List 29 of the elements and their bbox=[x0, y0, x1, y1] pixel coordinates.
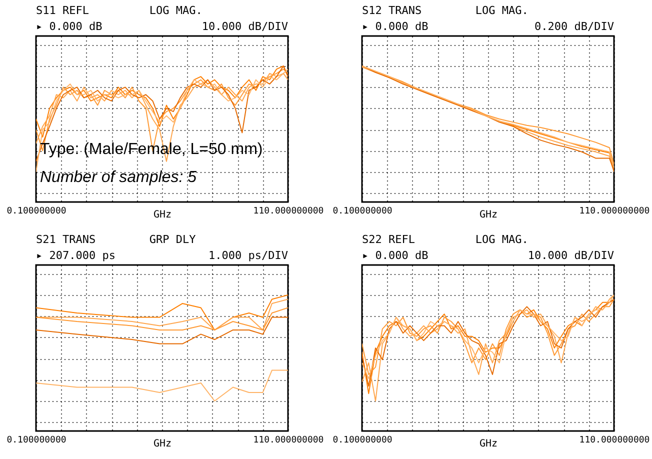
chart-subtitle: LOG MAG. bbox=[149, 4, 202, 17]
chart-title: S21 TRANS bbox=[36, 233, 96, 246]
x-tick-label: 0.100000000 bbox=[332, 436, 392, 446]
text: 10.000 dB/DIV bbox=[202, 20, 288, 33]
chart-title: S11 REFL bbox=[36, 4, 90, 17]
x-axis-title: GHz bbox=[479, 438, 498, 450]
x-tick-label: 110.000000000 bbox=[253, 206, 324, 216]
text: 10.000 dB/DIV bbox=[528, 249, 614, 262]
chart-subtitle: LOG MAG. bbox=[475, 233, 528, 246]
x-axis-title: GHz bbox=[479, 210, 498, 220]
text: ▸ 207.000 ps bbox=[36, 249, 116, 262]
chart-title: S22 REFL bbox=[362, 233, 416, 246]
text: ▸ 0.000 dB bbox=[36, 20, 103, 33]
text: ▸ 0.000 dB bbox=[362, 20, 429, 33]
x-axis-title: GHz bbox=[153, 438, 172, 450]
chart-title: S12 TRANS bbox=[362, 4, 422, 17]
annotation: Number of samples: 5 bbox=[40, 169, 197, 186]
text: 1.000 ps/DIV bbox=[208, 249, 288, 262]
x-tick-label: 110.000000000 bbox=[579, 436, 650, 446]
x-axis-title: GHz bbox=[153, 210, 172, 220]
x-tick-label: 110.000000000 bbox=[253, 436, 324, 446]
text: 0.200 dB/DIV bbox=[534, 20, 614, 33]
chart-subtitle: LOG MAG. bbox=[475, 4, 528, 17]
text: ▸ 0.000 dB bbox=[362, 249, 429, 262]
x-tick-label: 0.100000000 bbox=[6, 436, 66, 446]
chart-subtitle: GRP DLY bbox=[149, 233, 196, 246]
x-tick-label: 110.000000000 bbox=[579, 206, 650, 216]
x-tick-label: 0.100000000 bbox=[332, 206, 392, 216]
x-tick-label: 0.100000000 bbox=[6, 206, 66, 216]
